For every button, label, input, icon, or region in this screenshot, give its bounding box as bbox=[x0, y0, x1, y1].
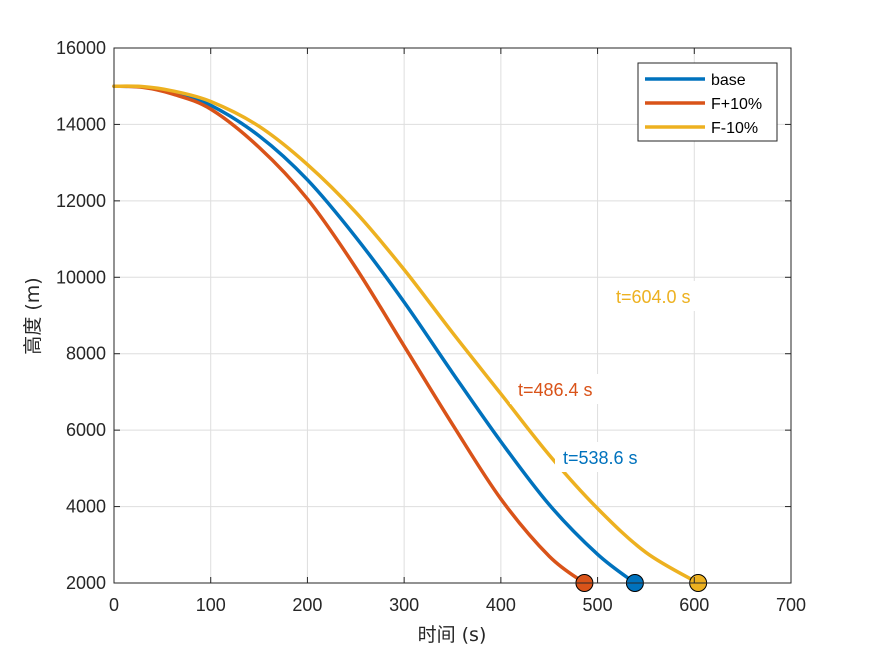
series-line-f-10- bbox=[112, 84, 587, 585]
annotation-end-time: t=538.6 s bbox=[563, 448, 638, 468]
series-line-f-10- bbox=[112, 84, 700, 585]
ticks: 0 100 200 300 400 500 600 700 2000 4000 6000 8000 10… bbox=[56, 38, 806, 615]
y-tick-label: 16000 bbox=[56, 38, 106, 58]
annotation-background bbox=[555, 442, 655, 472]
x-axis-title: 时间 (s) bbox=[418, 624, 487, 646]
x-tick-label: 200 bbox=[292, 595, 322, 615]
annotations: t=538.6 s t=486.4 s t=604.0 s bbox=[510, 281, 708, 472]
x-tick-label: 0 bbox=[109, 595, 119, 615]
y-tick-label: 2000 bbox=[66, 573, 106, 593]
y-tick-label: 6000 bbox=[66, 420, 106, 440]
legend-label: F+10% bbox=[711, 96, 762, 113]
annotation-end-time: t=604.0 s bbox=[616, 287, 691, 307]
legend: base F+10% F-10% bbox=[637, 62, 778, 142]
x-tick-label: 600 bbox=[679, 595, 709, 615]
plot-frame bbox=[113, 47, 792, 584]
x-tick-label: 700 bbox=[776, 595, 806, 615]
legend-label: F-10% bbox=[711, 120, 758, 137]
y-tick-label: 8000 bbox=[66, 344, 106, 364]
x-tick-label: 300 bbox=[389, 595, 419, 615]
annotation-background bbox=[608, 281, 708, 311]
y-tick-label: 10000 bbox=[56, 267, 106, 287]
legend-label: base bbox=[711, 72, 746, 89]
series-layer bbox=[112, 84, 700, 585]
x-tick-label: 500 bbox=[583, 595, 613, 615]
y-tick-label: 4000 bbox=[66, 497, 106, 517]
y-tick-label: 14000 bbox=[56, 114, 106, 134]
y-tick-label: 12000 bbox=[56, 191, 106, 211]
annotation-background bbox=[510, 374, 610, 404]
y-axis-title: 高度 (m) bbox=[22, 277, 44, 354]
annotation-end-time: t=486.4 s bbox=[518, 380, 593, 400]
x-tick-label: 400 bbox=[486, 595, 516, 615]
x-tick-label: 100 bbox=[196, 595, 226, 615]
